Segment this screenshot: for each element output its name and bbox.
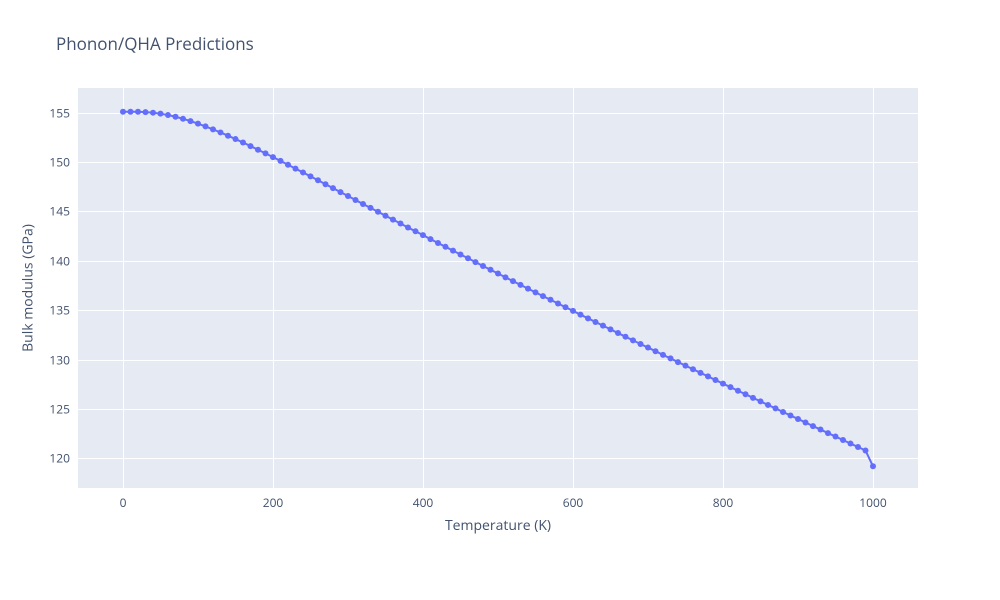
y-axis-title: Bulk modulus (GPa) — [19, 224, 38, 352]
y-tick-label: 125 — [49, 400, 70, 417]
y-tick-label: 150 — [49, 154, 70, 171]
x-tick-label: 800 — [713, 494, 734, 511]
y-tick-label: 145 — [49, 203, 70, 220]
y-tick-label: 130 — [49, 351, 70, 368]
x-axis-title: Temperature (K) — [445, 516, 551, 535]
y-tick-label: 135 — [49, 302, 70, 319]
x-tick-label: 400 — [413, 494, 434, 511]
plot-area[interactable] — [78, 88, 918, 488]
x-tick-label: 1000 — [859, 494, 886, 511]
x-tick-label: 200 — [263, 494, 284, 511]
y-tick-label: 155 — [49, 104, 70, 121]
chart-title: Phonon/QHA Predictions — [56, 32, 254, 55]
x-tick-label: 0 — [120, 494, 127, 511]
y-tick-label: 120 — [49, 450, 70, 467]
y-tick-label: 140 — [49, 252, 70, 269]
data-series — [78, 88, 918, 488]
chart-container: Phonon/QHA Predictions 0 200 400 600 800 1000… — [0, 0, 1000, 600]
x-tick-label: 600 — [563, 494, 584, 511]
